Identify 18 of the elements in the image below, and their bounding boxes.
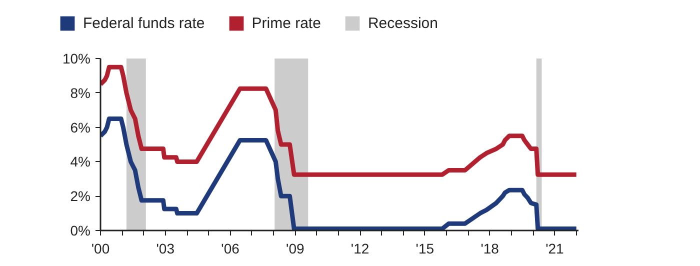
x-tick-label: '18 bbox=[480, 240, 500, 256]
legend-label: Recession bbox=[368, 14, 438, 32]
x-tick-label: '06 bbox=[221, 240, 240, 256]
y-tick-label: 0% bbox=[70, 222, 90, 238]
line-series bbox=[100, 64, 578, 177]
x-tick-label: '00 bbox=[91, 240, 110, 256]
y-tick-label: 2% bbox=[70, 188, 90, 204]
legend-label: Federal funds rate bbox=[83, 14, 205, 32]
legend-label: Prime rate bbox=[252, 14, 321, 32]
y-tick-label: 10% bbox=[62, 50, 91, 66]
x-tick-label: '15 bbox=[416, 240, 434, 256]
y-tick-label: 4% bbox=[70, 154, 90, 170]
x-tick-label: '09 bbox=[286, 240, 304, 256]
x-tick-label: '12 bbox=[350, 240, 370, 256]
x-tick-label: '21 bbox=[546, 240, 564, 256]
x-tick-label: '03 bbox=[156, 240, 175, 256]
y-tick-label: 6% bbox=[70, 119, 90, 136]
y-tick-label: 8% bbox=[70, 84, 90, 101]
